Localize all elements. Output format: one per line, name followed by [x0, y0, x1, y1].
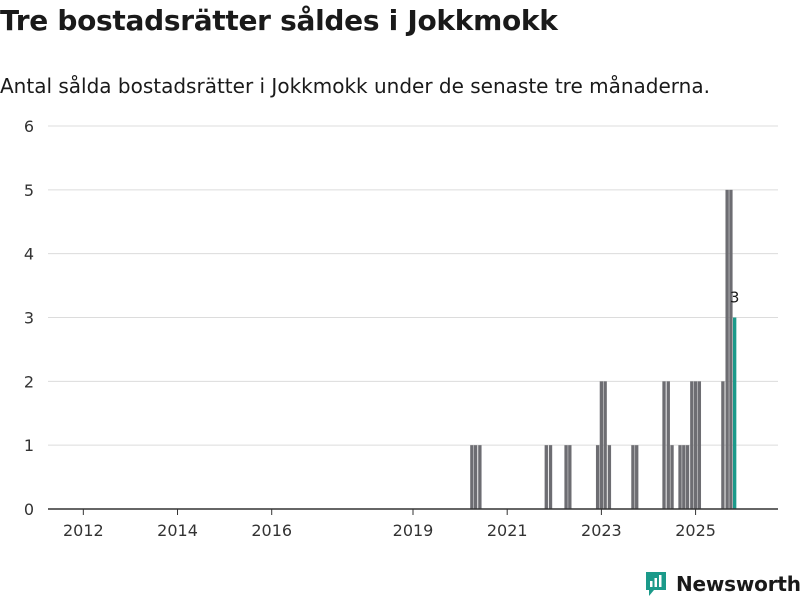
- y-tick-label-2: 2: [24, 372, 34, 391]
- bar: [690, 381, 694, 509]
- y-tick-label-1: 1: [24, 436, 34, 455]
- chart-title: Tre bostadsrätter såldes i Jokkmokk: [0, 4, 558, 37]
- x-tick-label-2025: 2025: [675, 521, 716, 540]
- x-tick-label-2014: 2014: [157, 521, 198, 540]
- newsworthy-logo-icon: [646, 572, 666, 596]
- y-tick-label-3: 3: [24, 309, 34, 328]
- bar: [473, 445, 478, 509]
- bar: [693, 381, 698, 509]
- bar: [662, 381, 666, 509]
- x-tick-label-2012: 2012: [63, 521, 104, 540]
- y-tick-label-4: 4: [24, 245, 34, 264]
- y-axis-tick-labels: 0 1 2 3 4 5 6: [24, 117, 34, 519]
- bar: [697, 381, 702, 509]
- x-tick-label-2016: 2016: [251, 521, 292, 540]
- bar: [470, 445, 474, 509]
- bar: [568, 445, 572, 509]
- bar: [635, 445, 639, 509]
- bar: [721, 381, 725, 509]
- bar: [631, 445, 635, 509]
- bar: [682, 445, 686, 509]
- chart-subtitle: Antal sålda bostadsrätter i Jokkmokk und…: [0, 74, 710, 98]
- bar: [685, 445, 690, 509]
- bar: [678, 445, 682, 509]
- x-tick-label-2019: 2019: [393, 521, 434, 540]
- bar: [670, 445, 674, 509]
- bars: [470, 189, 737, 509]
- bar: [603, 381, 607, 509]
- bar: [599, 381, 604, 509]
- newsworthy-logo: Newsworthy: [644, 570, 800, 598]
- data-labels: 3: [730, 289, 740, 307]
- x-tick-label-2023: 2023: [581, 521, 622, 540]
- bar: [725, 189, 729, 509]
- bar: [595, 445, 600, 509]
- x-tick-label-2021: 2021: [487, 521, 528, 540]
- gridlines: [48, 125, 778, 446]
- logo-text: Newsworthy: [676, 572, 800, 596]
- bar: [544, 445, 548, 509]
- data-label-highlight: 3: [730, 289, 740, 307]
- y-tick-label-5: 5: [24, 181, 34, 200]
- x-axis-tick-labels: 2012 2014 2016 2019 2021 2023 2025: [63, 521, 716, 540]
- bar: [607, 445, 612, 509]
- bar: [548, 445, 553, 509]
- y-tick-label-6: 6: [24, 117, 34, 136]
- bar: [564, 445, 568, 509]
- bar: [478, 445, 482, 509]
- bar: [666, 381, 670, 509]
- x-axis: [48, 508, 778, 515]
- y-tick-label-0: 0: [24, 500, 34, 519]
- bar: [729, 189, 733, 509]
- bar-highlight: [733, 317, 737, 509]
